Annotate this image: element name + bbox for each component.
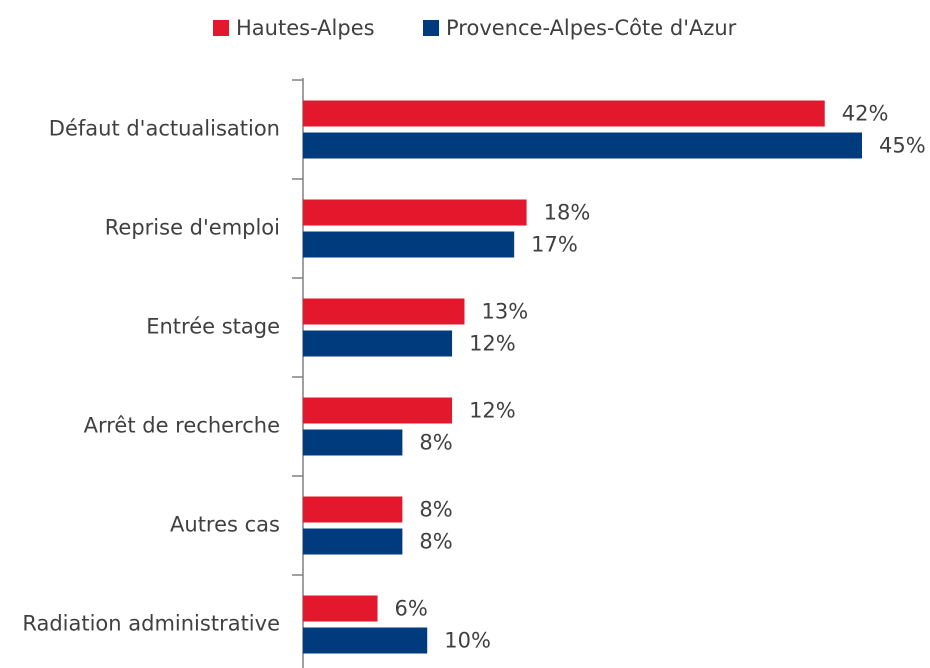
value-label: 8% xyxy=(419,498,452,522)
value-label: 18% xyxy=(544,201,591,225)
bar xyxy=(303,429,403,456)
value-label: 6% xyxy=(395,597,428,621)
legend-swatch xyxy=(423,20,439,36)
value-label: 45% xyxy=(879,134,926,158)
legend-label: Hautes-Alpes xyxy=(236,16,375,40)
bar xyxy=(303,595,378,622)
bar xyxy=(303,132,862,159)
bar xyxy=(303,627,428,654)
category-label: Reprise d'emploi xyxy=(105,216,280,240)
value-label: 12% xyxy=(469,399,516,423)
value-label: 8% xyxy=(419,431,452,455)
category-label: Autres cas xyxy=(170,513,280,537)
legend-swatch xyxy=(213,20,229,36)
value-label: 17% xyxy=(531,233,578,257)
category-label: Radiation administrative xyxy=(22,612,280,636)
value-label: 10% xyxy=(444,629,491,653)
bar xyxy=(303,528,403,555)
category-label: Entrée stage xyxy=(146,315,280,339)
value-label: 42% xyxy=(842,102,889,126)
value-label: 12% xyxy=(469,332,516,356)
value-label: 13% xyxy=(481,300,528,324)
bar xyxy=(303,496,403,523)
bar xyxy=(303,298,465,325)
category-label: Défaut d'actualisation xyxy=(49,117,280,141)
value-label: 8% xyxy=(419,530,452,554)
legend-label: Provence-Alpes-Côte d'Azur xyxy=(446,16,737,40)
bar xyxy=(303,100,825,127)
bar xyxy=(303,330,453,357)
bar xyxy=(303,231,515,258)
category-label: Arrêt de recherche xyxy=(84,414,280,438)
bar xyxy=(303,199,527,226)
bar xyxy=(303,397,453,424)
